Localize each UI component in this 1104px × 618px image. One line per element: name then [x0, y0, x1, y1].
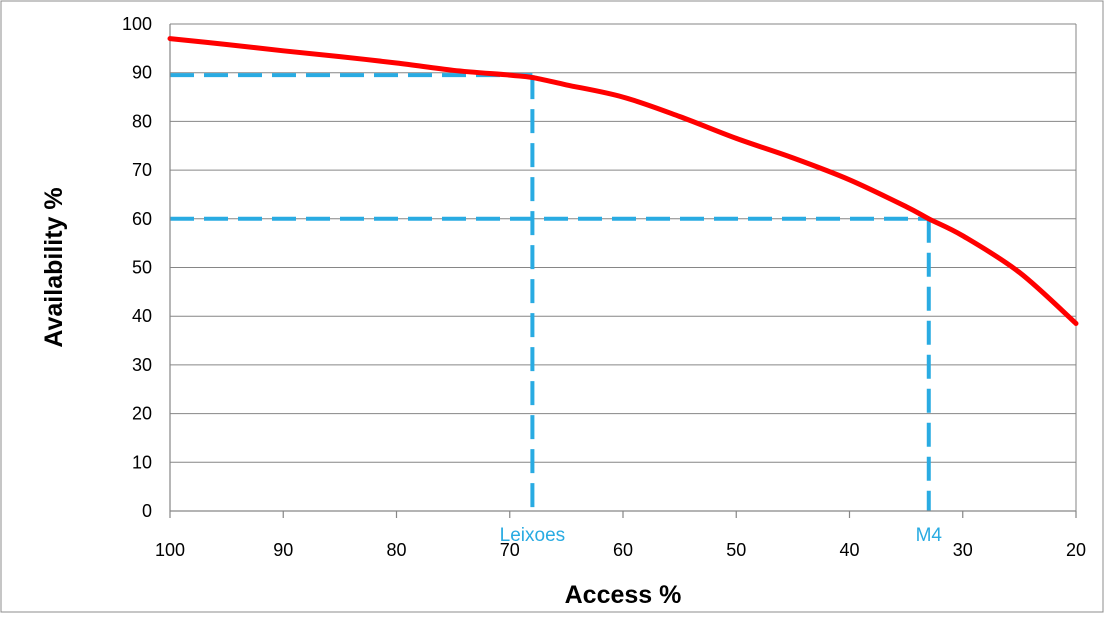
x-tick-label-80: 80: [386, 540, 406, 560]
labels: Access % Availability % 0 10 20 30 40 50 60 70 8…: [40, 14, 1086, 609]
x-axis-title: Access %: [565, 581, 682, 609]
reference-label-m4: M4: [916, 525, 943, 546]
x-tick-label-70: 70: [500, 540, 520, 560]
series-line-0: [167, 36, 1079, 326]
y-tick-label-90: 90: [132, 63, 152, 83]
y-tick-label-20: 20: [132, 404, 152, 424]
y-tick-label-100: 100: [122, 14, 152, 34]
y-tick-label-40: 40: [132, 306, 152, 326]
x-tick-label-30: 30: [953, 540, 973, 560]
y-tick-label-50: 50: [132, 258, 152, 278]
y-tick-label-10: 10: [132, 452, 152, 472]
x-tick-label-40: 40: [839, 540, 859, 560]
x-tick-label-100: 100: [155, 540, 185, 560]
x-tick-label-20: 20: [1066, 540, 1086, 560]
x-tick-label-60: 60: [613, 540, 633, 560]
y-tick-label-30: 30: [132, 355, 152, 375]
y-tick-label-80: 80: [132, 111, 152, 131]
y-tick-label-0: 0: [142, 501, 152, 521]
y-tick-label-60: 60: [132, 209, 152, 229]
reference-lines: [170, 73, 931, 511]
reference-label-leixoes: Leixoes: [500, 525, 566, 546]
x-tick-label-50: 50: [726, 540, 746, 560]
x-tick-label-90: 90: [273, 540, 293, 560]
series: [167, 36, 1079, 326]
y-tick-label-70: 70: [132, 160, 152, 180]
axes: [169, 24, 1077, 518]
y-axis-title: Availability %: [40, 187, 68, 347]
